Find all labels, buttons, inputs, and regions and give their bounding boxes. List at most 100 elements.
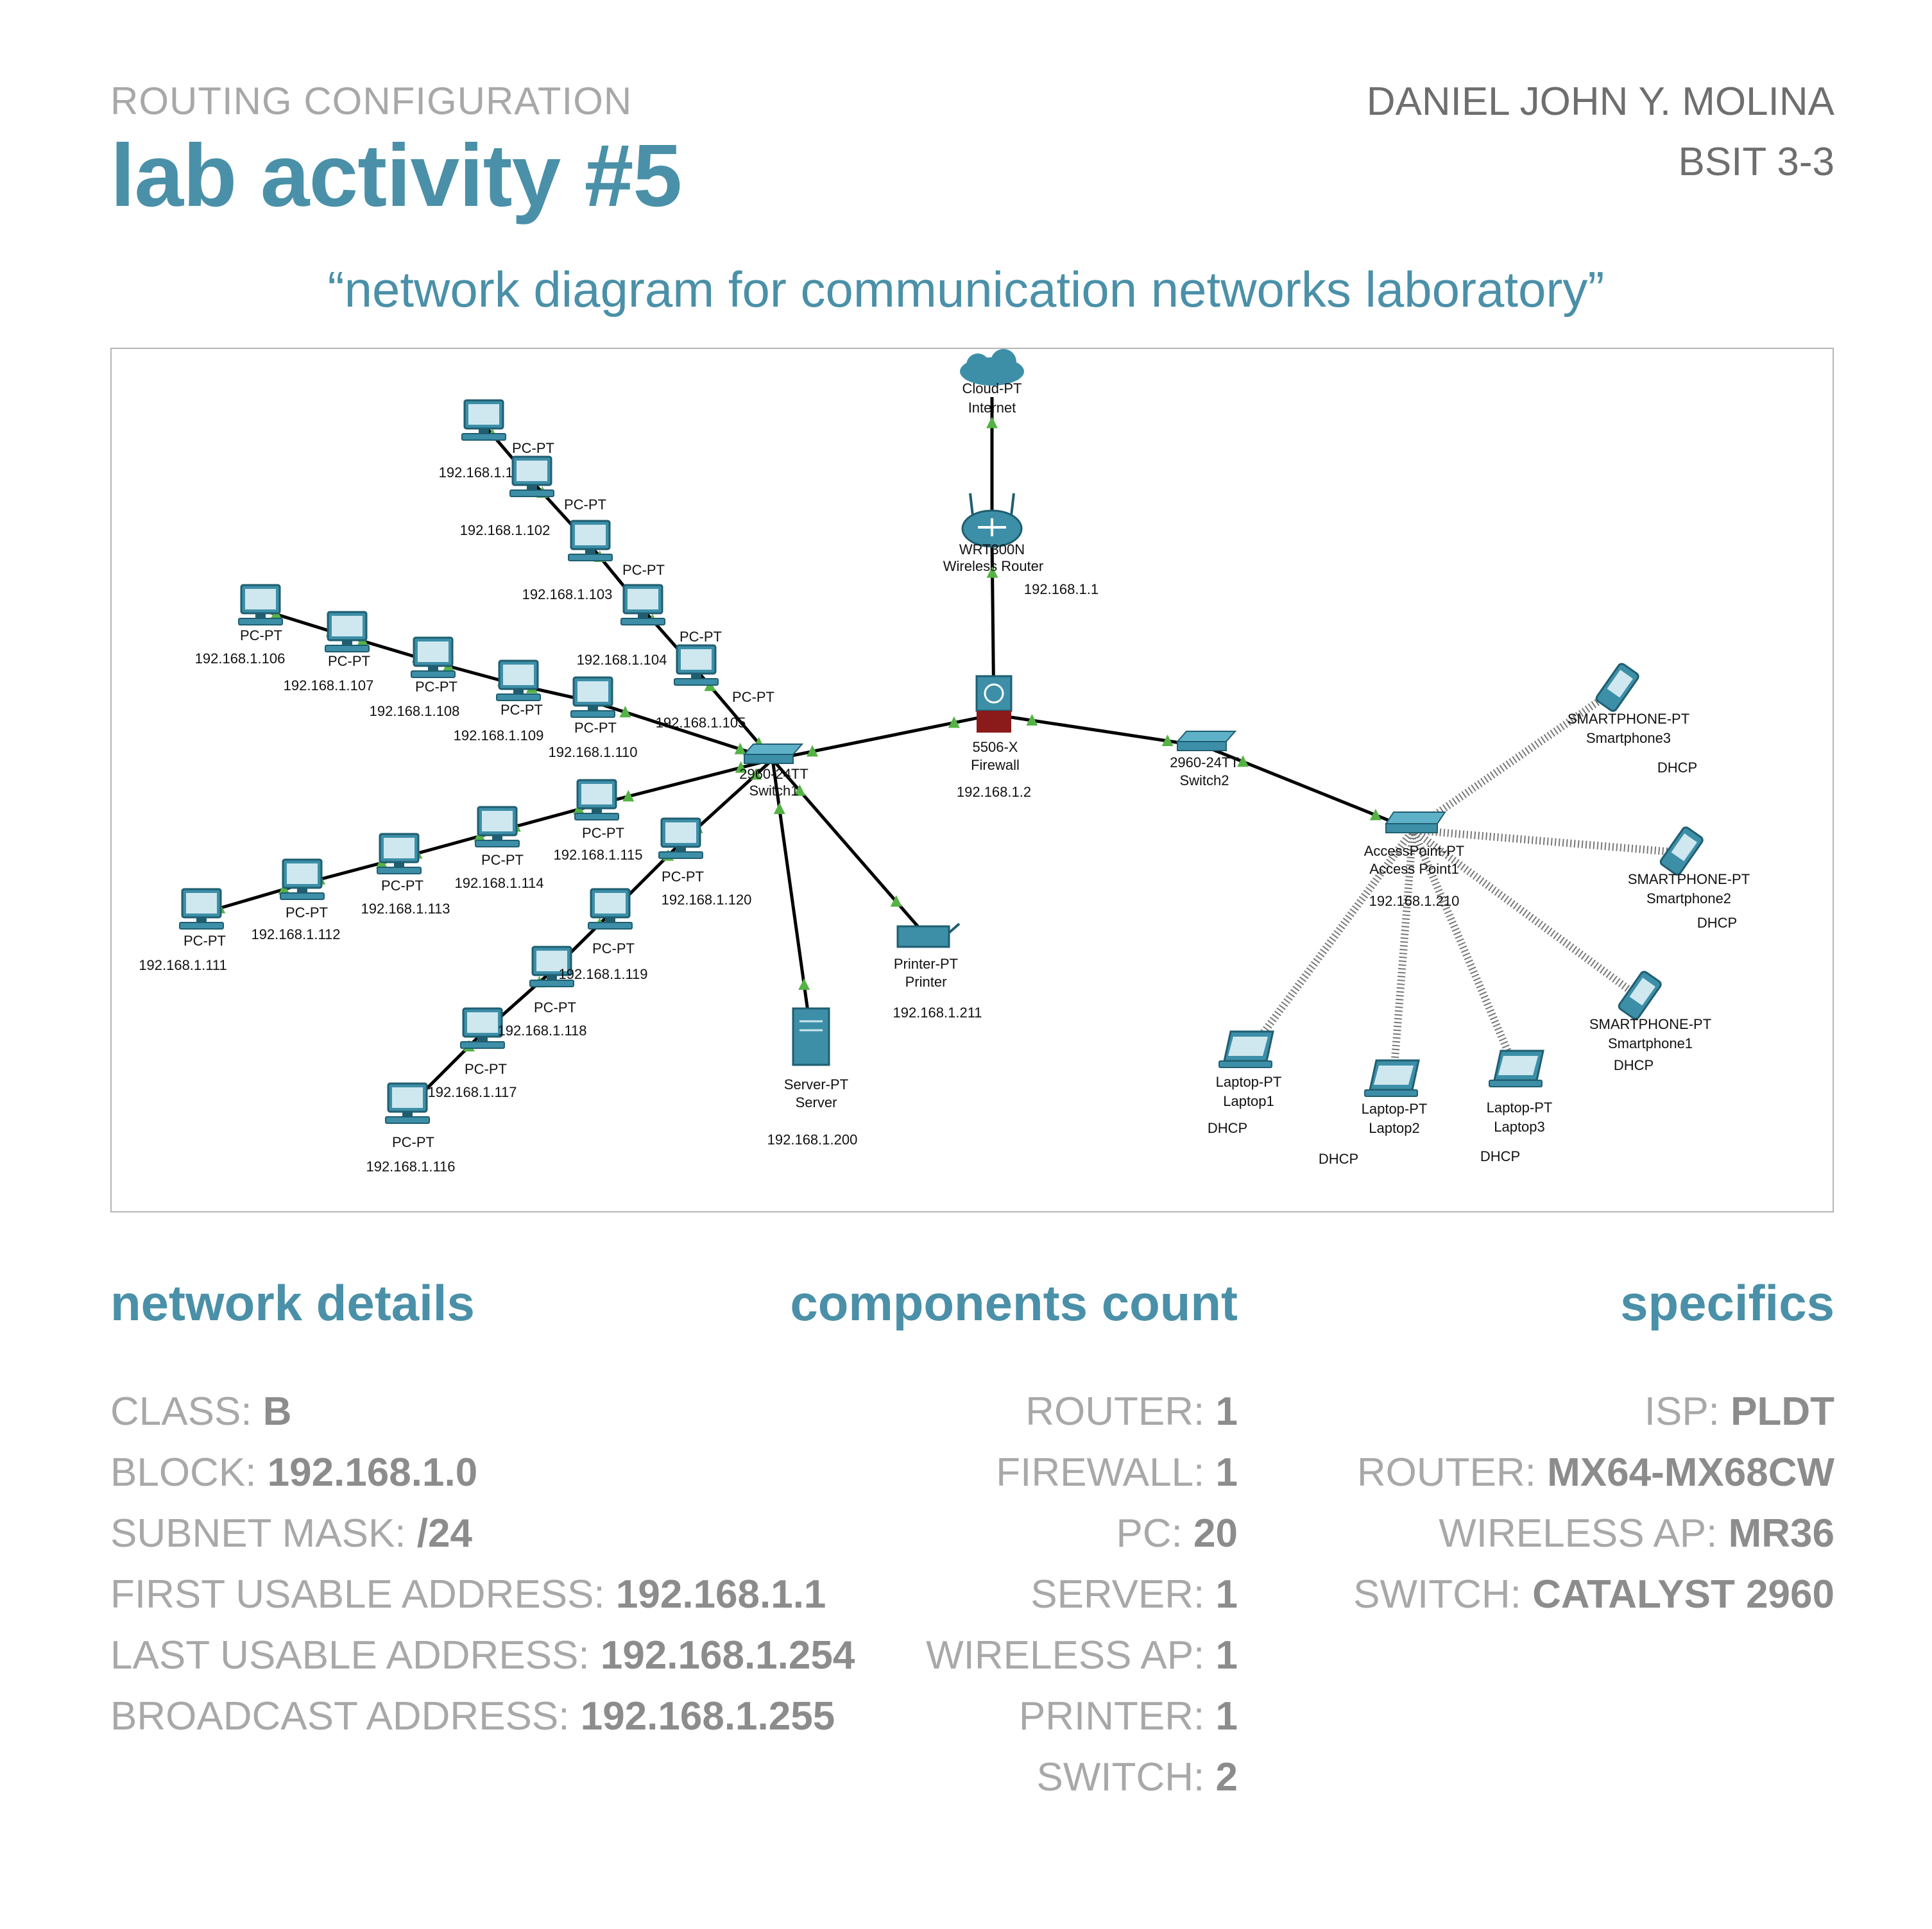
pc-icon[interactable] [460,1007,505,1049]
specifics-heading: specifics [1620,1275,1834,1331]
pc-ip-label: 192.168.1.103 [522,586,613,602]
pc-ip-label: 192.168.1.108 [370,703,460,719]
detail-label: BROADCAST ADDRESS: [110,1694,581,1738]
pc-icon[interactable] [496,659,541,701]
pc-icon[interactable] [658,817,703,859]
switch2-icon[interactable] [1175,731,1237,751]
network-diagram-canvas: PC-PT192.168.1.101PC-PT192.168.1.102PC-P… [139,349,1750,1175]
pc-type-label: PC-PT [680,629,722,645]
spec-value: PLDT [1731,1389,1834,1434]
cloud-icon[interactable] [960,349,1024,386]
firewall-icon[interactable] [975,675,1013,733]
pc-type-label: PC-PT [574,720,617,736]
pc-icon[interactable] [411,636,456,678]
spec-label: ROUTER: [1356,1450,1548,1495]
pc-type-label: PC-PT [534,999,576,1015]
pc-type-label: PC-PT [564,497,606,513]
smartphone-icon[interactable] [1659,826,1704,876]
switch1-icon[interactable] [742,744,804,764]
server-name-label: Server [796,1094,837,1110]
access-point-name-label: Access Point1 [1369,861,1458,877]
smartphone-icon[interactable] [1618,971,1663,1021]
spec-row-wireless-ap: WIRELESS AP: MR36 [1439,1514,1834,1554]
access-point-icon[interactable] [1385,812,1446,833]
laptop-icon[interactable] [1489,1049,1544,1087]
cloud-name-label: Internet [968,400,1016,416]
laptop-address-label: DHCP [1319,1151,1358,1167]
pc-icon[interactable] [385,1082,430,1124]
pc-icon[interactable] [509,455,554,497]
count-value: 1 [1215,1572,1238,1617]
count-label: PRINTER: [1018,1694,1216,1738]
switch2-type-label: 2960-24TT [1170,754,1239,770]
pc-icon[interactable] [570,676,615,718]
wireless-link-smartphone-1 [1410,827,1641,1000]
count-value: 20 [1193,1511,1238,1556]
pc-type-label: PC-PT [465,1061,507,1077]
count-row-router: ROUTER: 1 [1025,1392,1238,1432]
count-value: 1 [1215,1694,1238,1738]
pc-icon[interactable] [461,399,506,441]
pc-icon[interactable] [280,858,325,900]
count-row-wireless-ap: WIRELESS AP: 1 [926,1636,1238,1676]
access-point-type-label: AccessPoint-PT [1364,843,1465,859]
smartphone-address-label: DHCP [1614,1057,1654,1073]
count-value: 1 [1215,1389,1238,1434]
link-firewall-switch2-status-arrow-1 [1026,714,1038,726]
link-router-firewall-status-arrow-1 [986,566,998,578]
wireless-link-smartphone-3 [1410,686,1619,833]
pc-type-label: PC-PT [392,1134,434,1150]
router-icon[interactable] [961,493,1023,548]
pc-icon[interactable] [325,611,370,652]
wireless-link-laptop-1 [1244,828,1416,1057]
printer-icon[interactable] [896,922,961,948]
pc-type-label: PC-PT [481,852,524,868]
smartphone-icon[interactable] [1595,663,1640,713]
pc-icon[interactable] [179,888,224,930]
spec-row-switch: SWITCH: CATALYST 2960 [1353,1575,1834,1615]
spec-value: MR36 [1728,1511,1834,1556]
pc-icon[interactable] [588,888,633,930]
spec-label: ISP: [1644,1389,1731,1434]
network-details-heading: network details [110,1275,475,1331]
pc-icon[interactable] [574,779,619,820]
laptop-icon[interactable] [1364,1059,1420,1097]
server-icon[interactable] [792,1007,830,1066]
count-row-printer: PRINTER: 1 [1019,1697,1238,1737]
count-value: 1 [1215,1450,1238,1495]
header-category: ROUTING CONFIGURATION [110,80,633,123]
smartphone-type-label: SMARTPHONE-PT [1628,871,1750,887]
detail-label: CLASS: [110,1389,263,1434]
link-switch1-server [771,759,813,1035]
smartphone-name-label: Smartphone1 [1608,1035,1693,1051]
pc-ip-label: 192.168.1.102 [460,522,551,538]
spec-label: WIRELESS AP: [1439,1511,1729,1556]
link-firewall-switch2-status-arrow-2 [1161,735,1174,746]
pc-icon[interactable] [674,644,719,686]
pc-icon[interactable] [529,946,574,987]
pc-icon[interactable] [568,520,613,561]
count-value: 2 [1215,1755,1238,1799]
link-internet-router-status-arrow-1 [986,416,998,429]
detail-value: 192.168.1.0 [267,1450,478,1495]
pc-icon[interactable] [238,584,283,625]
printer-name-label: Printer [905,974,947,990]
detail-row-first-usable: FIRST USABLE ADDRESS: 192.168.1.1 [110,1575,826,1615]
pc-icon[interactable] [475,806,520,847]
laptop-icon[interactable] [1218,1030,1274,1068]
switch2-name-label: Switch2 [1179,772,1229,788]
smartphone-type-label: SMARTPHONE-PT [1589,1016,1711,1032]
spec-value: MX64-MX68CW [1547,1450,1834,1495]
laptop-type-label: Laptop-PT [1216,1074,1282,1090]
pc-icon[interactable] [377,833,422,874]
smartphone-address-label: DHCP [1697,915,1737,931]
link-pc-chain-4-switch1-status-arrow-2 [750,768,762,780]
link-firewall-switch2 [993,713,1206,749]
network-diagram: PC-PT 192.168.1.101 PC-PT 192.168.1.102 PC-P… [110,348,1834,1212]
pc-ip-label: 192.168.1.119 [558,966,647,982]
smartphone-name-label: Smartphone2 [1646,890,1731,906]
pc-icon[interactable] [620,584,665,625]
pc-type-label: PC-PT [240,627,282,643]
detail-row-block: BLOCK: 192.168.1.0 [110,1453,477,1493]
smartphone-address-label: DHCP [1657,760,1697,776]
